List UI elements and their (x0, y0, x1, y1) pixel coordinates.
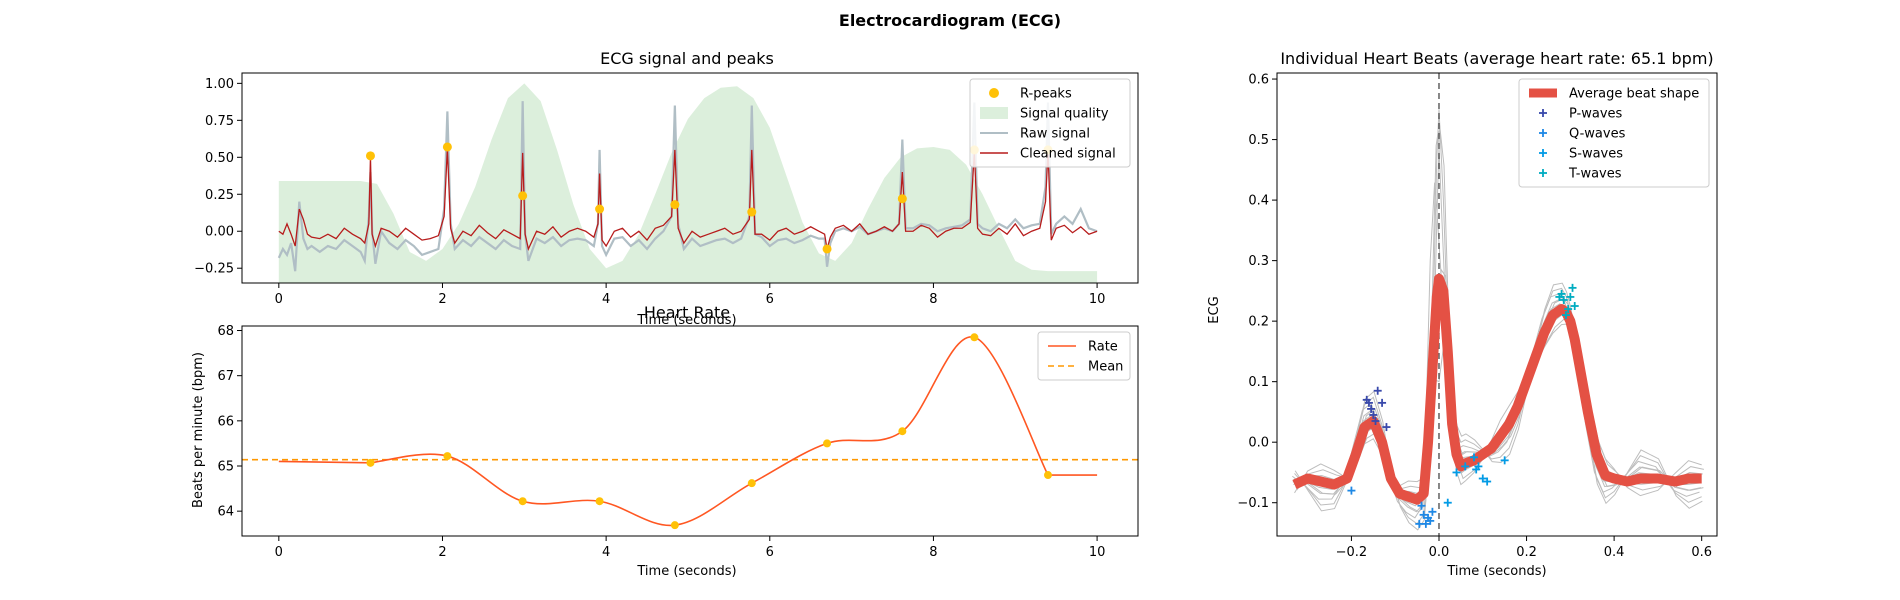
rate-title: Heart Rate (644, 303, 730, 322)
beats-ylabel: ECG (1207, 296, 1222, 323)
heart-rate-point (747, 479, 756, 488)
r-peak-point (518, 191, 528, 201)
legend-box (1037, 331, 1131, 381)
y-tick-label: 0.0 (1248, 436, 1269, 451)
legend-marker (989, 88, 999, 98)
heart-rate-point (443, 452, 452, 461)
heart-rate-point (823, 439, 832, 448)
legend-label: Cleaned signal (1020, 147, 1116, 162)
r-peak-point (747, 207, 757, 217)
cleaned-signal-line (278, 148, 1098, 252)
heart-rate-point (366, 458, 375, 467)
legend-marker (980, 107, 1008, 119)
axes-frame (1276, 72, 1718, 537)
legend-label: R-peaks (1020, 87, 1072, 102)
x-tick-label: 10 (1089, 292, 1106, 307)
r-peak-point (822, 244, 832, 254)
y-tick-label: −0.1 (1237, 496, 1269, 511)
legend-label: Signal quality (1020, 107, 1109, 122)
legend-box (1518, 78, 1710, 188)
legend-label: Mean (1088, 360, 1123, 375)
y-tick-label: 65 (217, 460, 234, 475)
y-tick-label: 68 (217, 324, 234, 339)
r-peak-point (897, 194, 907, 204)
heart-rate-point (595, 497, 604, 506)
rate-ylabel: Beats per minute (bpm) (191, 352, 206, 508)
ecg-title: ECG signal and peaks (600, 49, 774, 68)
individual-beat-line (1294, 125, 1703, 531)
heart-beats-panel: Individual Heart Beats (average heart ra… (1207, 49, 1718, 579)
legend-label: Average beat shape (1569, 87, 1699, 102)
ecg-panel: ECG signal and peaks 0 2 4 6 8 10 −0.25 0.00 0.2… (194, 49, 1139, 328)
legend-label: T-waves (1568, 167, 1622, 182)
x-tick-label: 8 (929, 292, 937, 307)
average-beat-line (1292, 273, 1702, 505)
x-tick-label: 0 (275, 292, 283, 307)
beats-xlabel: Time (seconds) (1446, 564, 1546, 579)
axes-frame (241, 72, 1139, 284)
beats-title: Individual Heart Beats (average heart ra… (1280, 49, 1713, 68)
y-tick-label: 0.75 (205, 114, 234, 129)
y-tick-label: 0.4 (1248, 194, 1269, 209)
x-tick-label: 2 (438, 292, 446, 307)
y-tick-label: 0.25 (205, 188, 234, 203)
x-tick-label: 0.2 (1516, 545, 1537, 560)
y-tick-label: −0.25 (194, 262, 234, 277)
signal-quality-area (278, 83, 1098, 283)
rate-xlabel: Time (seconds) (636, 564, 736, 579)
individual-beat-line (1294, 323, 1702, 497)
x-tick-label: 8 (929, 545, 937, 560)
x-tick-label: 0.4 (1604, 545, 1625, 560)
legend-label: P-waves (1569, 107, 1623, 122)
x-tick-label: 4 (602, 292, 610, 307)
r-peak-point (442, 142, 452, 152)
x-tick-label: 0.6 (1691, 545, 1712, 560)
x-tick-label: 10 (1089, 545, 1106, 560)
x-tick-label: 4 (602, 545, 610, 560)
y-tick-label: 66 (217, 414, 234, 429)
heart-rate-point (670, 521, 679, 530)
y-tick-label: 64 (217, 505, 234, 520)
r-peak-point (670, 200, 680, 210)
y-tick-label: 0.2 (1248, 315, 1269, 330)
y-tick-label: 0.5 (1248, 133, 1269, 148)
legend-label: Rate (1088, 340, 1118, 355)
legend-label: S-waves (1569, 147, 1623, 162)
x-tick-label: 2 (438, 545, 446, 560)
r-peak-point (595, 204, 605, 214)
x-tick-label: 6 (766, 545, 774, 560)
figure-suptitle: Electrocardiogram (ECG) (839, 11, 1061, 30)
y-tick-label: 0.1 (1248, 375, 1269, 390)
heart-rate-point (898, 427, 907, 436)
individual-beat-line (1295, 313, 1703, 495)
ecg-xlabel: Time (seconds) (636, 313, 736, 328)
y-tick-label: 1.00 (205, 77, 234, 92)
x-tick-label: 0 (275, 545, 283, 560)
r-peak-point (365, 151, 375, 161)
axes-frame (241, 325, 1139, 537)
legend-label: Q-waves (1569, 127, 1626, 142)
x-tick-label: −0.2 (1336, 545, 1368, 560)
y-tick-label: 0.50 (205, 151, 234, 166)
y-tick-label: 67 (217, 369, 234, 384)
x-tick-label: 6 (766, 292, 774, 307)
heart-rate-line (278, 336, 1098, 527)
legend-label: Raw signal (1020, 127, 1090, 142)
heart-rate-point (518, 497, 527, 506)
legend-box (969, 78, 1131, 168)
heart-rate-point (1043, 471, 1052, 480)
x-tick-label: 0.0 (1429, 545, 1450, 560)
y-tick-label: 0.6 (1248, 73, 1269, 88)
y-tick-label: 0.3 (1248, 254, 1269, 269)
heart-rate-point (970, 333, 979, 342)
y-tick-label: 0.00 (205, 225, 234, 240)
